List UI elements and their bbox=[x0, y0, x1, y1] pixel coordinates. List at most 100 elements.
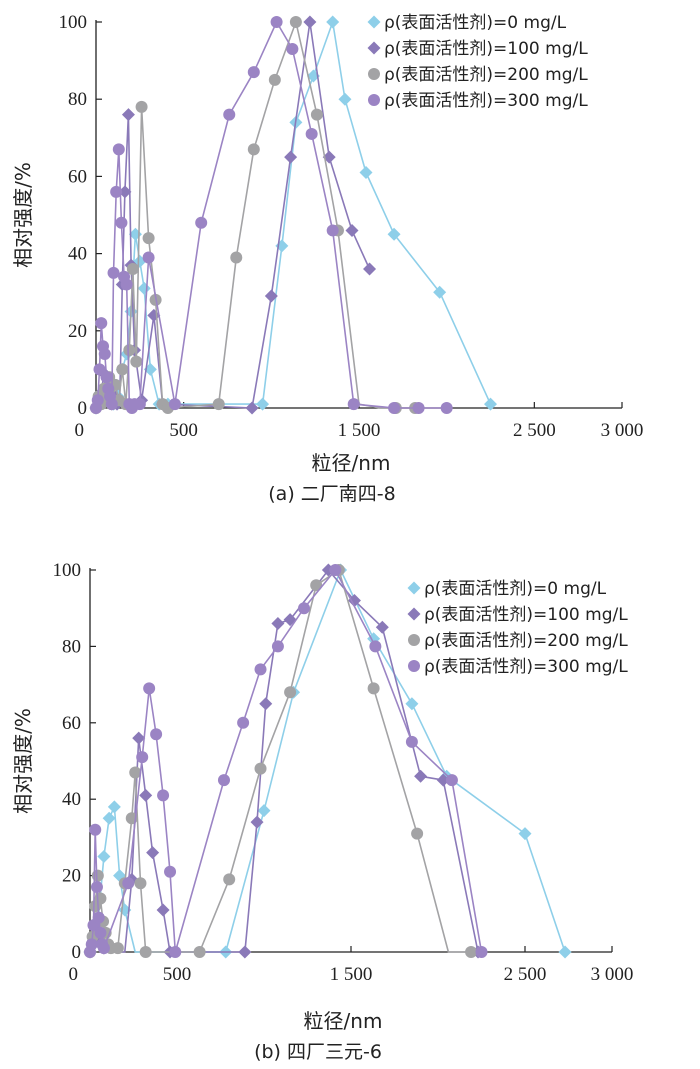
data-point bbox=[387, 227, 401, 241]
data-point bbox=[156, 903, 170, 917]
y-axis-label: 相对强度/% bbox=[11, 708, 35, 814]
data-point bbox=[102, 811, 116, 825]
data-point bbox=[310, 579, 323, 592]
data-point bbox=[256, 397, 270, 411]
data-point bbox=[112, 143, 125, 156]
data-point bbox=[271, 640, 284, 653]
data-point bbox=[284, 150, 298, 164]
data-point bbox=[264, 289, 278, 303]
x-tick-label: 0 bbox=[69, 964, 79, 985]
x-tick-label: 3 000 bbox=[601, 420, 644, 441]
data-point bbox=[254, 762, 267, 775]
data-point bbox=[91, 394, 104, 407]
data-point bbox=[475, 946, 488, 958]
series-3 bbox=[84, 564, 488, 958]
data-point bbox=[217, 774, 230, 787]
data-point bbox=[142, 232, 155, 245]
series-line bbox=[89, 569, 483, 953]
legend-label: ρ(表面活性剂)=0 mg/L bbox=[424, 579, 607, 599]
data-point bbox=[168, 398, 181, 411]
x-tick-label: 500 bbox=[169, 420, 198, 441]
legend-marker bbox=[368, 68, 380, 80]
y-tick-label: 40 bbox=[62, 789, 81, 810]
data-point bbox=[465, 946, 478, 958]
series-line bbox=[89, 569, 479, 953]
series-line bbox=[95, 21, 416, 409]
data-point bbox=[245, 401, 259, 415]
data-point bbox=[412, 402, 425, 414]
legend-label: ρ(表面活性剂)=0 mg/L bbox=[384, 13, 567, 33]
data-point bbox=[257, 804, 271, 818]
data-point bbox=[169, 946, 182, 958]
x-axis-label: 粒径/nm bbox=[312, 451, 391, 475]
data-point bbox=[329, 564, 342, 576]
data-point bbox=[97, 942, 110, 955]
data-point bbox=[237, 716, 250, 729]
data-point bbox=[93, 363, 106, 376]
legend-marker bbox=[408, 634, 420, 646]
panel-caption: (b) 四厂三元-6 bbox=[254, 1041, 382, 1063]
legend-label: ρ(表面活性剂)=200 mg/L bbox=[424, 631, 628, 651]
data-point bbox=[121, 108, 135, 122]
data-point bbox=[115, 216, 128, 229]
data-point bbox=[130, 355, 143, 368]
legend-label: ρ(表面活性剂)=300 mg/L bbox=[384, 91, 588, 111]
y-tick-label: 0 bbox=[72, 942, 82, 963]
data-point bbox=[157, 789, 170, 802]
data-point bbox=[359, 166, 373, 180]
data-point bbox=[283, 613, 297, 627]
y-tick-label: 60 bbox=[68, 166, 87, 187]
data-point bbox=[347, 594, 361, 608]
y-tick-label: 80 bbox=[68, 89, 87, 110]
data-point bbox=[440, 402, 453, 414]
series-3 bbox=[90, 16, 453, 414]
series-line bbox=[89, 569, 566, 953]
data-point bbox=[405, 697, 419, 711]
data-point bbox=[212, 398, 225, 411]
legend-marker bbox=[407, 581, 421, 595]
data-point bbox=[100, 371, 113, 384]
data-point bbox=[270, 16, 283, 28]
y-tick-label: 60 bbox=[62, 713, 81, 734]
data-point bbox=[143, 682, 156, 695]
data-point bbox=[129, 766, 142, 779]
x-tick-label: 1 500 bbox=[330, 964, 373, 985]
data-point bbox=[139, 788, 153, 802]
data-point bbox=[126, 263, 139, 276]
data-point bbox=[123, 344, 136, 357]
data-point bbox=[193, 946, 206, 958]
data-point bbox=[94, 892, 107, 905]
data-point bbox=[238, 945, 252, 959]
data-point bbox=[139, 946, 152, 958]
data-point bbox=[310, 108, 323, 121]
x-tick-label: 2 500 bbox=[504, 964, 547, 985]
data-point bbox=[90, 881, 103, 894]
data-point bbox=[268, 73, 281, 86]
data-point bbox=[375, 620, 389, 634]
data-point bbox=[223, 873, 236, 886]
y-tick-label: 20 bbox=[62, 866, 81, 887]
data-point bbox=[411, 827, 424, 840]
chart-panel-a: 0 20 40 60 80 100 0 500 1 500 2 500 3 000 粒径/nm 相对强度… bbox=[11, 12, 643, 505]
data-point bbox=[97, 850, 111, 863]
data-point bbox=[137, 281, 151, 295]
data-point bbox=[94, 926, 107, 939]
data-point bbox=[223, 108, 236, 121]
data-point bbox=[110, 185, 123, 198]
legend-label: ρ(表面活性剂)=200 mg/L bbox=[384, 65, 588, 85]
legend-marker bbox=[368, 94, 380, 106]
data-point bbox=[298, 602, 311, 615]
data-point bbox=[289, 16, 302, 28]
data-point bbox=[367, 682, 380, 695]
y-tick-label: 100 bbox=[53, 560, 82, 581]
x-tick-label: 500 bbox=[163, 964, 192, 985]
y-tick-label: 80 bbox=[62, 636, 81, 657]
x-axis-label: 粒径/nm bbox=[304, 1009, 383, 1033]
x-tick-label: 2 500 bbox=[513, 420, 556, 441]
data-point bbox=[135, 100, 148, 113]
data-point bbox=[259, 697, 273, 711]
legend-marker bbox=[408, 660, 420, 672]
data-point bbox=[89, 823, 102, 836]
data-point bbox=[326, 15, 340, 29]
